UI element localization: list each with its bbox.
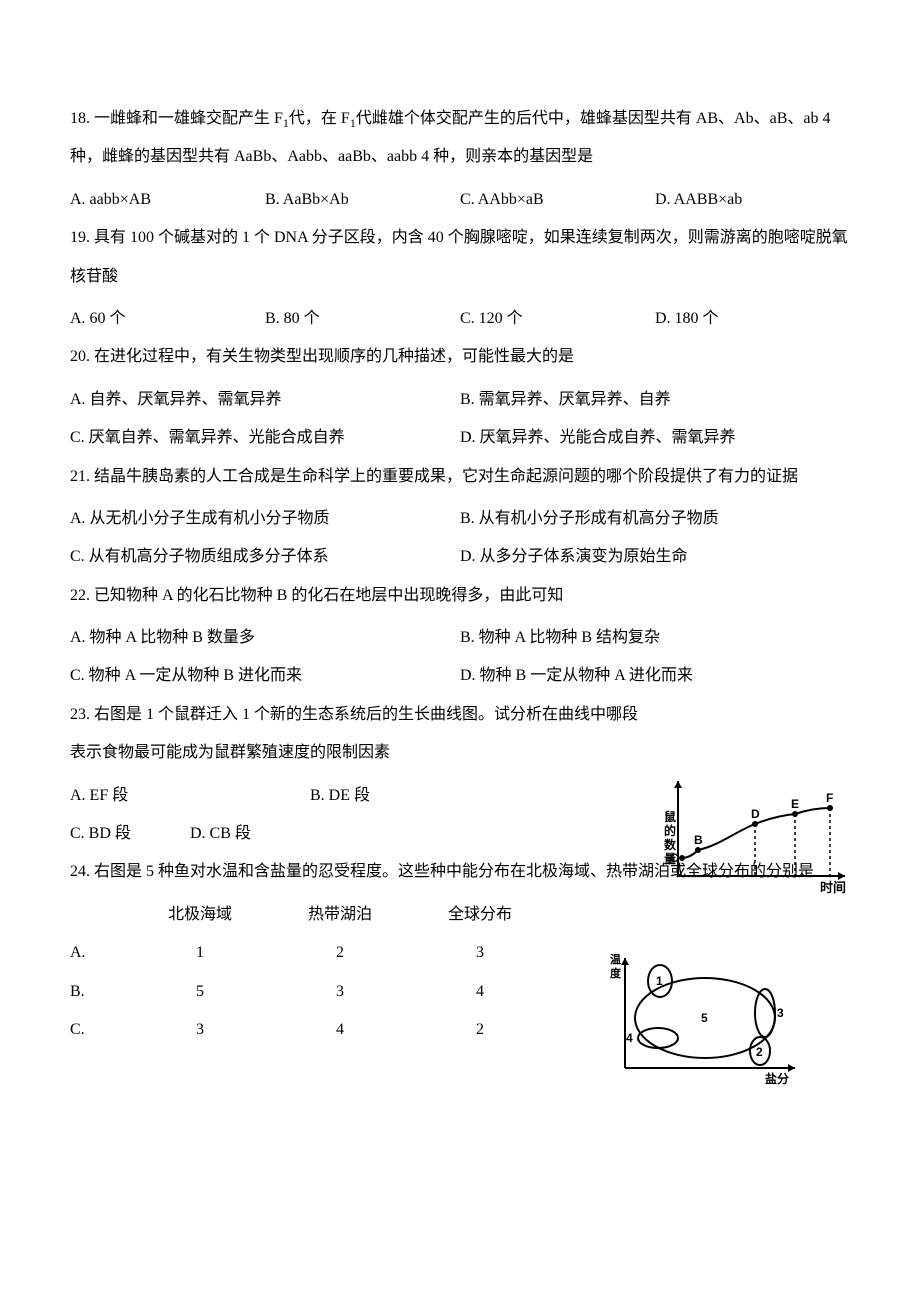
svg-text:度: 度 xyxy=(610,966,622,980)
svg-text:3: 3 xyxy=(777,1006,784,1020)
q20-stem: 20. 在进化过程中，有关生物类型出现顺序的几种描述，可能性最大的是 xyxy=(70,338,850,376)
q24-cell: 2 xyxy=(270,934,410,972)
q24-header-blank xyxy=(70,896,130,934)
q23-opt-a: A. EF 段 xyxy=(70,777,310,815)
svg-text:数: 数 xyxy=(664,837,677,852)
q19-opt-d: D. 180 个 xyxy=(655,300,850,338)
q23-stem: 23. 右图是 1 个鼠群迁入 1 个新的生态系统后的生长曲线图。试分析在曲线中… xyxy=(70,696,850,773)
q22-opt-c: C. 物种 A 一定从物种 B 进化而来 xyxy=(70,657,460,695)
svg-text:D: D xyxy=(751,807,760,821)
svg-text:2: 2 xyxy=(756,1045,763,1059)
q24-cell: 1 xyxy=(130,934,270,972)
svg-text:5: 5 xyxy=(701,1011,708,1025)
q24-table: 北极海域 热带湖泊 全球分布 A.123B.534C.342 xyxy=(70,896,550,1050)
q18-options: A. aabb×AB B. AaBb×Ab C. AAbb×aB D. AABB… xyxy=(70,181,850,219)
svg-text:的: 的 xyxy=(664,823,676,838)
svg-text:1: 1 xyxy=(656,974,663,988)
q22-opt-b: B. 物种 A 比物种 B 结构复杂 xyxy=(460,619,850,657)
q21-opt-a: A. 从无机小分子生成有机小分子物质 xyxy=(70,500,460,538)
q24-row-label: C. xyxy=(70,1011,130,1049)
q18-stem-b: 代，在 F xyxy=(289,110,350,127)
q20-options: A. 自养、厌氧异养、需氧异养 B. 需氧异养、厌氧异养、自养 C. 厌氧自养、… xyxy=(70,381,850,458)
q19-stem: 19. 具有 100 个碱基对的 1 个 DNA 分子区段，内含 40 个胸腺嘧… xyxy=(70,219,850,296)
q21-stem: 21. 结晶牛胰岛素的人工合成是生命科学上的重要成果，它对生命起源问题的哪个阶段… xyxy=(70,458,850,496)
q18-opt-c: C. AAbb×aB xyxy=(460,181,655,219)
q19-opt-a: A. 60 个 xyxy=(70,300,265,338)
q24-cell: 4 xyxy=(270,1011,410,1049)
q19-opt-b: B. 80 个 xyxy=(265,300,460,338)
q18-opt-a: A. aabb×AB xyxy=(70,181,265,219)
q24-row: B.534 xyxy=(70,973,550,1011)
q21-options: A. 从无机小分子生成有机小分子物质 B. 从有机小分子形成有机高分子物质 C.… xyxy=(70,500,850,577)
q24-row: C.342 xyxy=(70,1011,550,1049)
q18-opt-b: B. AaBb×Ab xyxy=(265,181,460,219)
q23-opt-d: D. CB 段 xyxy=(190,815,310,853)
q23-opt-c: C. BD 段 xyxy=(70,815,190,853)
q21-opt-c: C. 从有机高分子物质组成多分子体系 xyxy=(70,538,460,576)
svg-text:鼠: 鼠 xyxy=(664,809,676,824)
q24-header-2: 全球分布 xyxy=(410,896,550,934)
svg-text:4: 4 xyxy=(626,1031,633,1045)
svg-text:盐分: 盐分 xyxy=(765,1071,789,1086)
q22-opt-a: A. 物种 A 比物种 B 数量多 xyxy=(70,619,460,657)
q24-cell: 4 xyxy=(410,973,550,1011)
q24-figure: 温度盐分 5 1 3 4 2 xyxy=(600,943,810,1108)
q19-options: A. 60 个 B. 80 个 C. 120 个 D. 180 个 xyxy=(70,300,850,338)
q18-stem-a: 18. 一雌蜂和一雄蜂交配产生 F xyxy=(70,110,283,127)
q18-stem: 18. 一雌蜂和一雄蜂交配产生 F1代，在 F1代雌雄个体交配产生的后代中，雄蜂… xyxy=(70,100,850,177)
q23-block: 23. 右图是 1 个鼠群迁入 1 个新的生态系统后的生长曲线图。试分析在曲线中… xyxy=(70,696,850,854)
q24-row-label: B. xyxy=(70,973,130,1011)
q21-opt-d: D. 从多分子体系演变为原始生命 xyxy=(460,538,850,576)
q22-stem: 22. 已知物种 A 的化石比物种 B 的化石在地层中出现晚得多，由此可知 xyxy=(70,577,850,615)
q24-cell: 5 xyxy=(130,973,270,1011)
q24-block: 24. 右图是 5 种鱼对水温和含盐量的忍受程度。这些种中能分布在北极海域、热带… xyxy=(70,853,850,1049)
q20-opt-a: A. 自养、厌氧异养、需氧异养 xyxy=(70,381,460,419)
q24-cell: 2 xyxy=(410,1011,550,1049)
q24-cell: 3 xyxy=(270,973,410,1011)
q20-opt-c: C. 厌氧自养、需氧异养、光能合成自养 xyxy=(70,419,460,457)
svg-text:E: E xyxy=(791,797,799,811)
q22-opt-d: D. 物种 B 一定从物种 A 进化而来 xyxy=(460,657,850,695)
q23-opt-b: B. DE 段 xyxy=(310,777,550,815)
q24-row: A.123 xyxy=(70,934,550,972)
q21-opt-b: B. 从有机小分子形成有机高分子物质 xyxy=(460,500,850,538)
q24-header-1: 热带湖泊 xyxy=(270,896,410,934)
q24-stem: 24. 右图是 5 种鱼对水温和含盐量的忍受程度。这些种中能分布在北极海域、热带… xyxy=(70,853,850,891)
q23-options: A. EF 段 B. DE 段 C. BD 段 D. CB 段 xyxy=(70,777,550,854)
q24-cell: 3 xyxy=(410,934,550,972)
q22-options: A. 物种 A 比物种 B 数量多 B. 物种 A 比物种 B 结构复杂 C. … xyxy=(70,619,850,696)
q24-cell: 3 xyxy=(130,1011,270,1049)
svg-text:温: 温 xyxy=(610,952,621,966)
q19-opt-c: C. 120 个 xyxy=(460,300,655,338)
q24-row-label: A. xyxy=(70,934,130,972)
q24-header-0: 北极海域 xyxy=(130,896,270,934)
svg-text:B: B xyxy=(694,833,703,847)
q20-opt-d: D. 厌氧异养、光能合成自养、需氧异养 xyxy=(460,419,850,457)
q20-opt-b: B. 需氧异养、厌氧异养、自养 xyxy=(460,381,850,419)
svg-text:F: F xyxy=(826,791,833,805)
q18-opt-d: D. AABB×ab xyxy=(655,181,850,219)
q24-header-row: 北极海域 热带湖泊 全球分布 xyxy=(70,896,550,934)
